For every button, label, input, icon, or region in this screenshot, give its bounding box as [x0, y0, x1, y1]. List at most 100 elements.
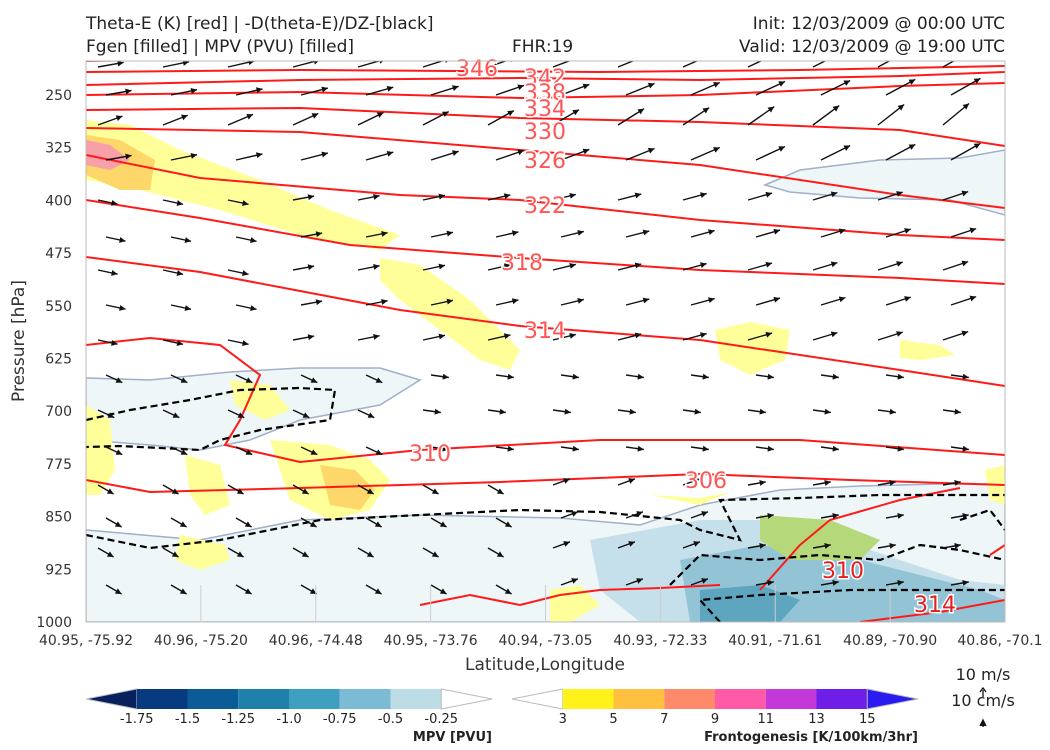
wind-arrow [357, 409, 375, 419]
wind-arrow [162, 409, 180, 419]
wind-arrow [747, 191, 773, 201]
colorbar-tick: 15 [859, 712, 876, 727]
wind-arrow [495, 298, 519, 306]
colorbar-tick: 5 [609, 712, 617, 727]
wind-arrow [430, 85, 459, 96]
theta-e-contour [86, 82, 1005, 100]
wind-arrow [877, 479, 896, 486]
wind-arrow [877, 61, 891, 68]
x-tick-label: 40.86, -70.1 [957, 633, 1042, 649]
wind-arrow [682, 332, 707, 341]
colorbar-cell [816, 689, 868, 709]
wind-arrow [950, 579, 969, 586]
wind-arrow [495, 84, 525, 96]
x-tick-label: 40.96, -74.48 [269, 633, 363, 649]
wind-arrow [690, 146, 721, 161]
wind-arrow [162, 339, 184, 346]
wind-arrow [682, 541, 701, 549]
wind-arrow [560, 578, 579, 586]
wind-arrow [105, 236, 126, 243]
y-tick-label: 850 [45, 510, 72, 526]
y-tick-label: 400 [45, 193, 72, 209]
wind-arrow [105, 304, 126, 311]
wind-arrow [430, 584, 447, 595]
colorbar-tick: 3 [559, 712, 567, 727]
wind-arrow [950, 445, 969, 452]
wind-arrow [617, 478, 636, 486]
fgen-region [185, 455, 230, 515]
wind-arrow [162, 114, 189, 126]
wind-arrow [820, 144, 851, 161]
wind-arrow [170, 152, 198, 161]
wind-arrow [560, 445, 579, 452]
theta-e-contour [86, 127, 1005, 209]
wind-arrow [820, 579, 839, 586]
wind-arrow [682, 192, 707, 201]
wind-arrow [235, 446, 253, 456]
wind-arrow [877, 331, 903, 341]
quiver-key-arrow [979, 686, 987, 697]
mpv-colorbar [85, 688, 493, 710]
wind-arrow [820, 79, 851, 96]
wind-arrow [365, 298, 388, 306]
wind-arrow [365, 374, 383, 384]
wind-arrow [292, 484, 309, 495]
wind-arrow [950, 512, 969, 519]
mpv-colorbar-label: MPV [PVU] [413, 730, 492, 745]
colorbar-cell [238, 689, 289, 709]
wind-arrow [877, 261, 903, 271]
fhr-label: FHR:19 [512, 37, 574, 57]
colorbar-tick: -1.75 [120, 712, 154, 727]
wind-arrow [942, 260, 969, 271]
y-tick-label: 550 [45, 299, 72, 315]
wind-arrow [560, 229, 585, 238]
wind-arrow [682, 107, 710, 126]
wind-arrow [747, 331, 773, 341]
colorbar-cell [289, 689, 340, 709]
wind-arrow [487, 193, 511, 201]
wind-arrow [690, 373, 709, 380]
wind-arrow [885, 445, 904, 452]
wind-arrow [885, 373, 904, 380]
wind-arrow [552, 192, 577, 201]
fgen-region [380, 258, 520, 370]
wind-arrow [105, 153, 132, 161]
y-tick-label: 625 [45, 352, 72, 368]
theta-e-label: 306 [685, 469, 727, 494]
x-tick-label: 40.95, -75.92 [39, 633, 133, 649]
y-tick-label: 925 [45, 562, 72, 578]
wind-arrow [682, 478, 701, 486]
y-tick-label: 775 [45, 457, 72, 473]
wind-arrow [617, 108, 645, 126]
wind-arrow [942, 61, 956, 68]
y-tick-label: 250 [45, 88, 72, 104]
wind-arrow [755, 228, 781, 238]
wind-arrow [430, 150, 459, 161]
wind-arrow [625, 147, 655, 161]
wind-arrow [617, 192, 642, 201]
wind-arrow [495, 149, 525, 161]
y-tick-label: 700 [45, 404, 72, 420]
quiver-key-line1: 10 m/s [956, 665, 1011, 684]
wind-arrow [170, 446, 188, 456]
wind-arrow [430, 230, 454, 238]
fgen-region [86, 405, 115, 495]
colorbar-tick: -0.25 [424, 712, 458, 727]
wind-arrow [235, 517, 252, 528]
wind-arrow [690, 511, 709, 519]
theta-e-label: 322 [524, 194, 566, 219]
wind-arrow [235, 236, 257, 244]
wind-arrow [495, 584, 512, 595]
wind-arrow [487, 110, 515, 126]
wind-arrow [950, 295, 977, 306]
wind-arrow [495, 373, 514, 380]
wind-arrow [560, 83, 590, 96]
wind-arrow [617, 541, 636, 549]
theta-e-label: 310 [409, 442, 451, 467]
colorbar-cell [715, 689, 766, 709]
y-tick-label: 325 [45, 141, 72, 157]
wind-arrow [357, 193, 380, 201]
wind-arrow [422, 333, 446, 341]
wind-arrow [430, 298, 454, 306]
